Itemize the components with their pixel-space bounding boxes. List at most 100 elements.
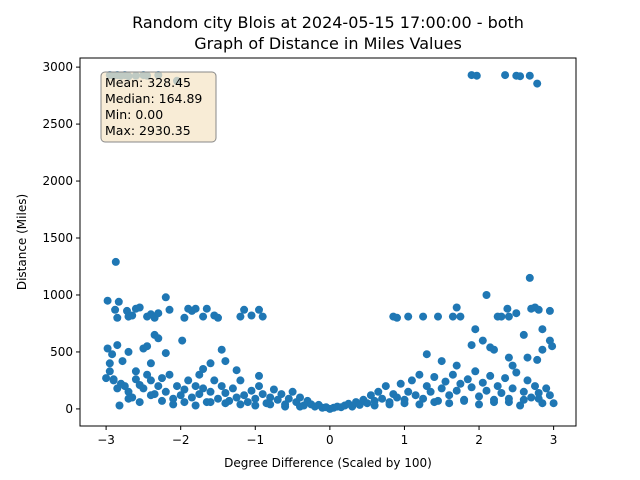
data-point <box>445 399 454 408</box>
data-point <box>437 357 446 366</box>
data-point <box>184 376 193 385</box>
data-point <box>519 330 528 339</box>
y-tick-label: 0 <box>65 402 73 416</box>
data-point <box>504 398 513 407</box>
data-point <box>243 398 252 407</box>
data-point <box>128 311 137 320</box>
data-point <box>490 395 498 404</box>
data-point <box>463 375 472 384</box>
data-point <box>178 336 187 345</box>
data-point <box>161 387 170 396</box>
chart-title-line2: Graph of Distance in Miles Values <box>194 34 462 53</box>
data-point <box>381 382 390 391</box>
data-point <box>255 371 263 380</box>
data-point <box>434 312 442 321</box>
data-point <box>548 342 557 351</box>
data-point <box>247 311 256 320</box>
data-point <box>448 370 457 379</box>
data-point <box>519 387 528 396</box>
data-point <box>534 394 543 403</box>
data-point <box>258 390 267 399</box>
data-point <box>497 312 506 321</box>
data-point <box>478 336 487 345</box>
data-point <box>114 297 123 306</box>
data-point <box>411 391 420 400</box>
data-point <box>415 400 424 409</box>
data-point <box>467 383 476 392</box>
data-point <box>277 390 286 399</box>
data-point <box>180 313 189 322</box>
data-point <box>501 71 510 80</box>
data-point <box>538 345 547 354</box>
data-point <box>288 387 297 396</box>
data-point <box>538 325 547 334</box>
data-point <box>467 341 476 350</box>
data-point <box>154 382 163 391</box>
x-tick-label: −3 <box>97 433 115 447</box>
data-point <box>146 359 155 368</box>
data-point <box>199 365 208 373</box>
data-point <box>105 359 114 368</box>
data-point <box>221 399 230 408</box>
data-point <box>378 394 387 403</box>
data-point <box>512 368 521 377</box>
y-axis-ticks: 0 500 1000 1500 2000 2500 3000 <box>42 60 80 416</box>
data-point <box>545 306 554 315</box>
data-point <box>525 71 534 80</box>
data-point <box>542 384 551 393</box>
data-point <box>199 384 208 393</box>
data-point <box>206 398 215 407</box>
data-point <box>422 350 431 359</box>
data-point <box>135 303 144 312</box>
data-point <box>296 393 304 402</box>
data-point <box>236 376 245 385</box>
data-point <box>404 312 413 321</box>
data-point <box>135 398 144 407</box>
data-point <box>120 382 129 391</box>
data-point <box>407 376 416 385</box>
x-tick-label: 1 <box>401 433 409 447</box>
data-point <box>523 353 532 362</box>
data-point <box>187 393 196 402</box>
data-point <box>523 376 532 385</box>
chart-title-line1: Random city Blois at 2024-05-15 17:00:00… <box>132 13 524 32</box>
data-point <box>472 71 481 80</box>
y-tick-label: 500 <box>50 345 73 359</box>
data-point <box>471 325 480 334</box>
data-point <box>161 293 170 302</box>
data-point <box>131 367 140 376</box>
data-point <box>169 400 178 409</box>
data-point <box>508 361 517 370</box>
data-point <box>501 374 510 383</box>
data-point <box>176 391 185 400</box>
data-points <box>102 71 558 413</box>
data-point <box>240 391 249 400</box>
data-point <box>154 334 163 343</box>
data-point <box>273 395 282 404</box>
data-point <box>118 357 127 366</box>
y-tick-label: 2000 <box>42 174 73 188</box>
data-point <box>516 401 525 410</box>
data-point <box>284 394 293 403</box>
x-axis-label: Degree Difference (Scaled by 100) <box>224 456 432 470</box>
x-tick-label: 3 <box>550 433 558 447</box>
stats-median: Median: 164.89 <box>105 91 202 106</box>
stats-max: Max: 2930.35 <box>105 123 191 138</box>
data-point <box>236 312 245 321</box>
data-point <box>460 396 469 405</box>
data-point <box>191 382 200 391</box>
stats-box: Mean: 328.45 Median: 164.89 Min: 0.00 Ma… <box>100 71 217 143</box>
data-point <box>281 402 290 411</box>
data-point <box>534 389 543 397</box>
data-point <box>269 385 278 394</box>
data-point <box>545 391 554 400</box>
data-point <box>143 342 152 351</box>
data-point <box>191 304 200 313</box>
data-point <box>370 401 379 410</box>
data-point <box>533 79 542 88</box>
data-point <box>490 345 498 354</box>
data-point <box>113 341 122 350</box>
data-point <box>482 386 491 395</box>
stats-min: Min: 0.00 <box>105 107 163 122</box>
data-point <box>202 304 211 313</box>
